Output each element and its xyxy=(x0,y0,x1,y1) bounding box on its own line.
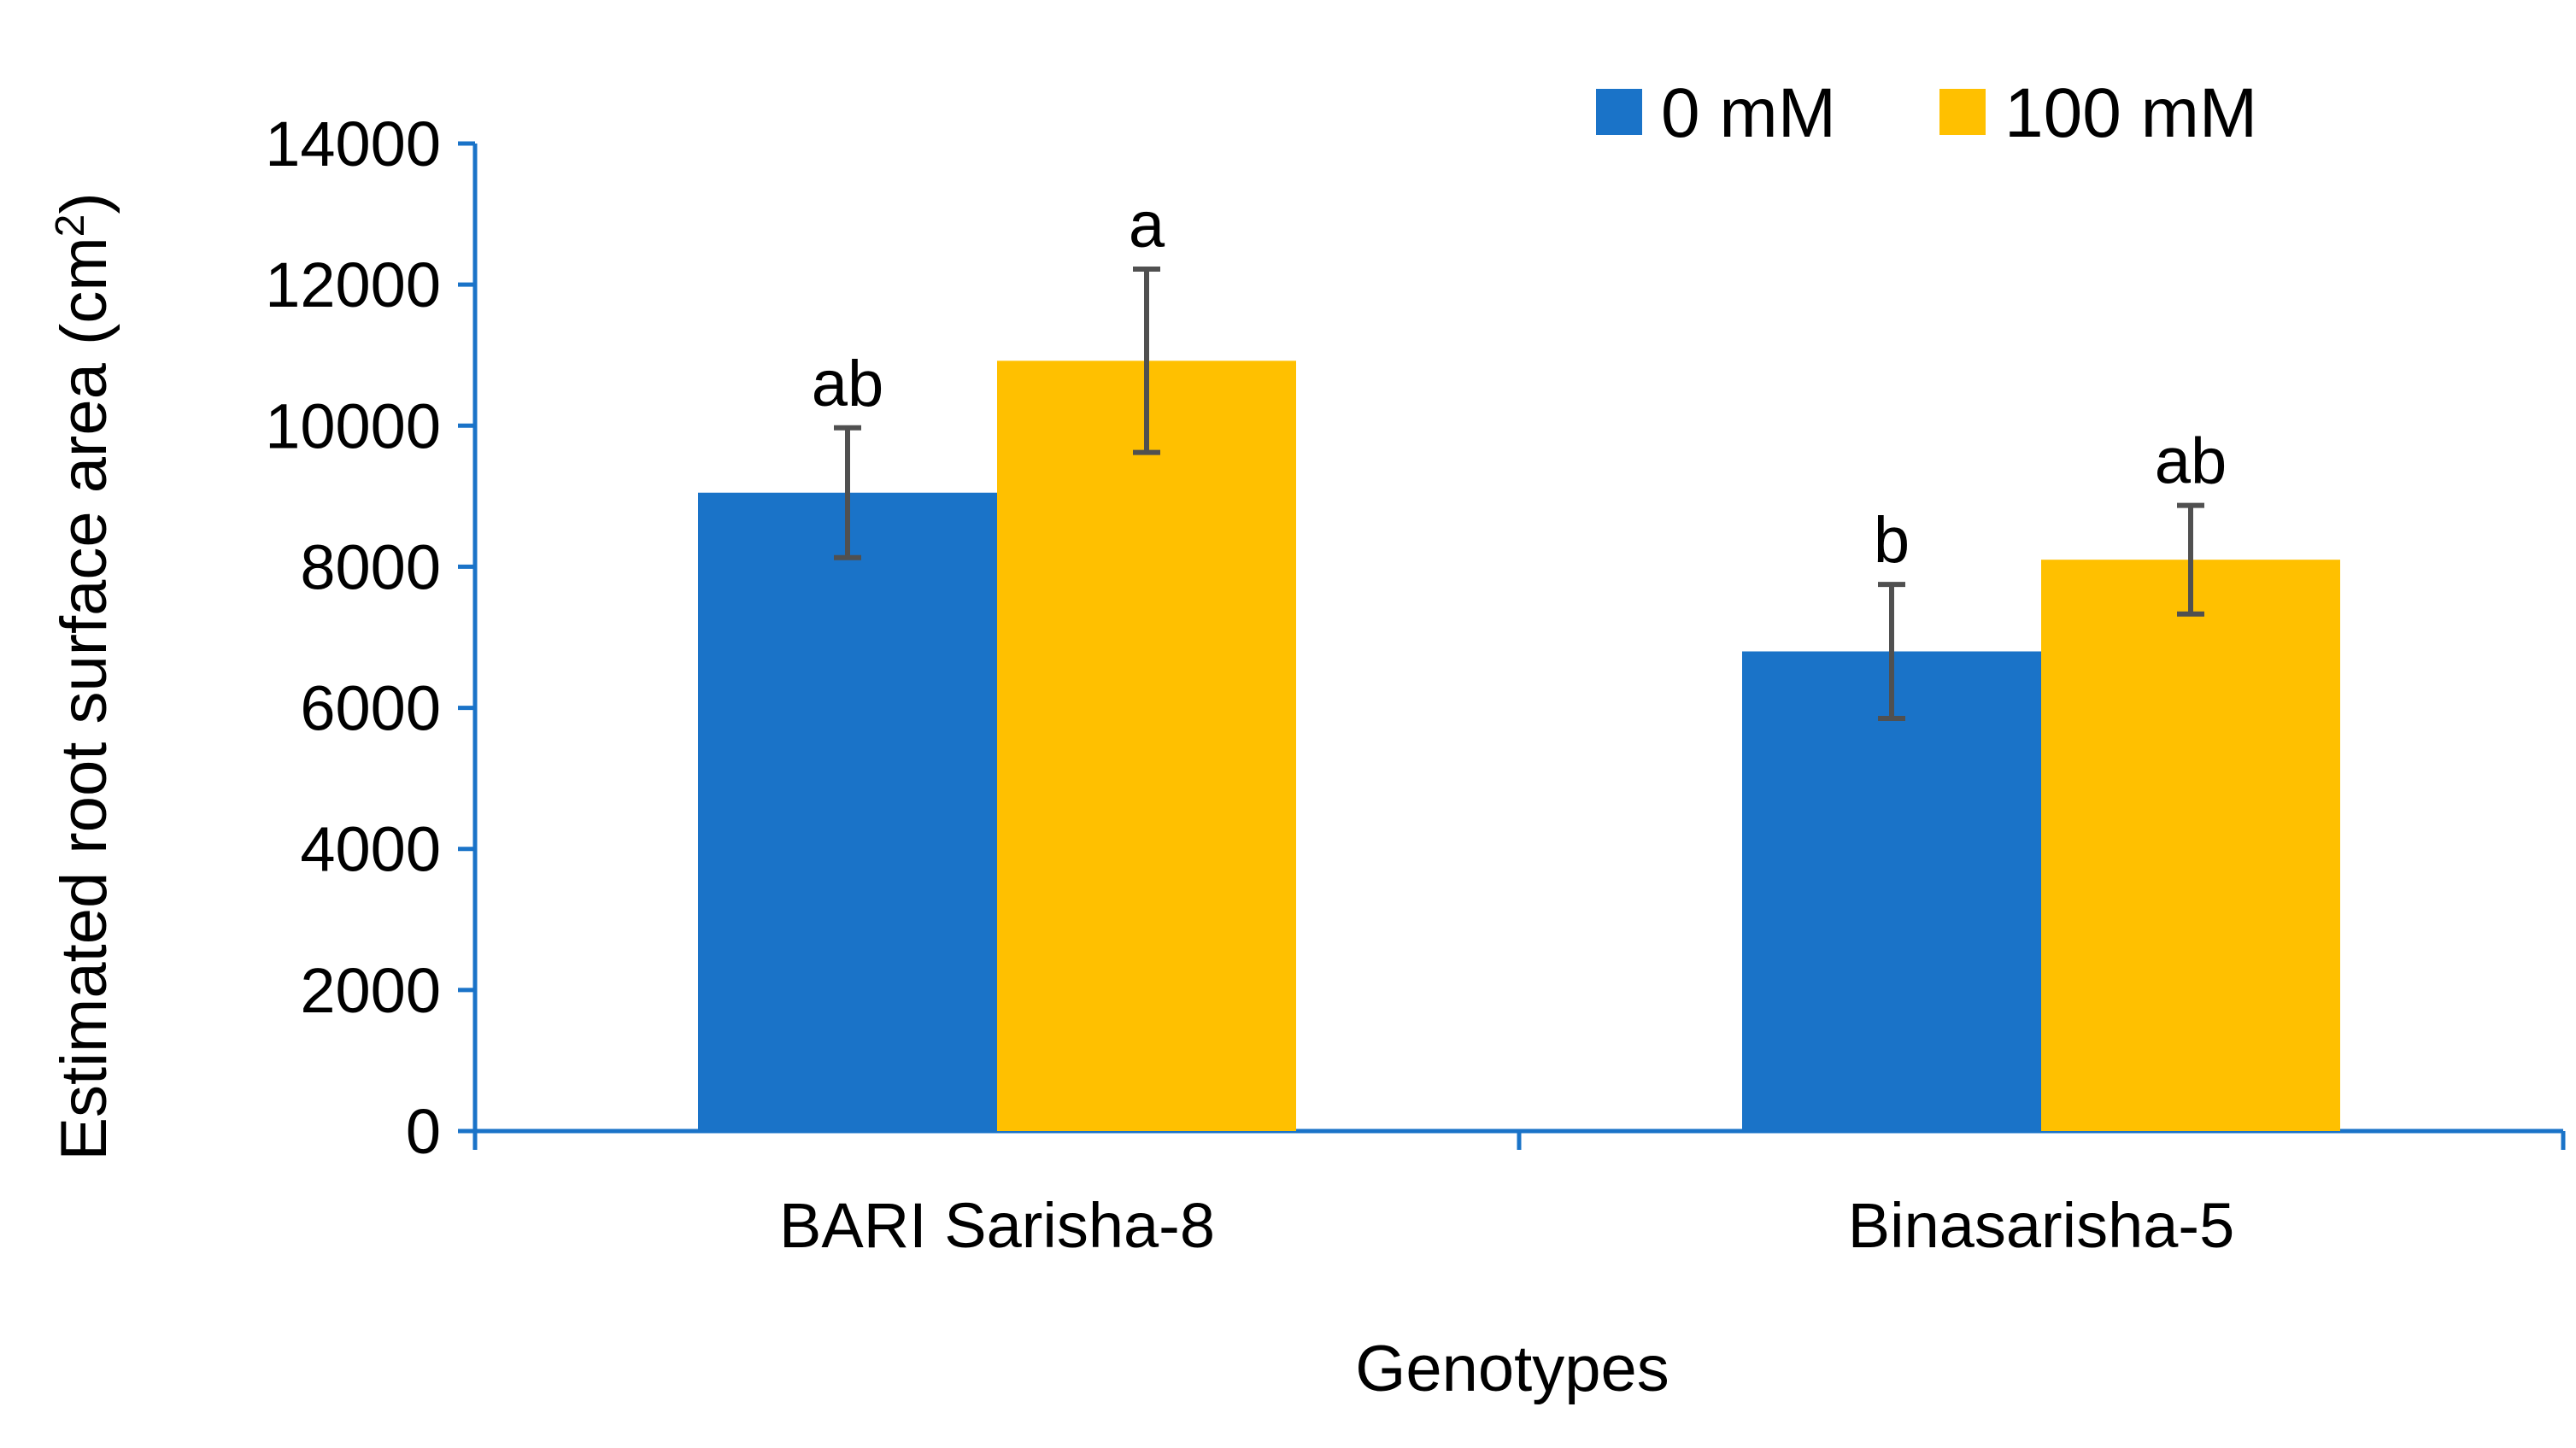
y-tick-label: 2000 xyxy=(300,955,441,1026)
bar xyxy=(997,361,1296,1131)
significance-label: ab xyxy=(812,348,884,420)
error-bars xyxy=(834,266,2204,721)
y-axis-title: Estimated root surface area (cm2) xyxy=(48,192,121,1160)
legend-label-100mm: 100 mM xyxy=(2004,74,2257,152)
x-category-label: Binasarisha-5 xyxy=(1848,1190,2234,1261)
y-tick-label: 12000 xyxy=(265,249,441,320)
legend-swatch-100mm xyxy=(1939,89,1986,135)
bar xyxy=(1742,651,2041,1131)
y-tick-label: 0 xyxy=(406,1096,441,1167)
significance-label: a xyxy=(1129,189,1165,261)
y-axis-title-superscript: 2 xyxy=(48,214,93,237)
legend-label-0mm: 0 mM xyxy=(1661,74,1836,152)
y-tick-label: 10000 xyxy=(265,390,441,461)
y-axis-title-text: Estimated root surface area (cm xyxy=(48,237,120,1160)
y-tick-label: 14000 xyxy=(265,108,441,179)
bars xyxy=(698,361,2340,1131)
y-tick-label: 4000 xyxy=(300,814,441,885)
bar xyxy=(2041,560,2340,1131)
legend: 0 mM 100 mM xyxy=(1596,74,2257,152)
y-axis: 0 2000 4000 6000 8000 10000 12000 14000 xyxy=(265,108,478,1167)
x-category-label: BARI Sarisha-8 xyxy=(779,1190,1215,1261)
bar xyxy=(698,492,997,1131)
y-tick-label: 6000 xyxy=(300,673,441,744)
y-axis-title-suffix: ) xyxy=(48,192,120,214)
x-axis: BARI Sarisha-8 Binasarisha-5 xyxy=(472,1129,2566,1261)
legend-swatch-0mm xyxy=(1596,89,1642,135)
x-axis-title: Genotypes xyxy=(1355,1333,1669,1405)
significance-label: ab xyxy=(2155,425,2227,498)
y-tick-label: 8000 xyxy=(300,531,441,602)
significance-label: b xyxy=(1874,504,1910,577)
